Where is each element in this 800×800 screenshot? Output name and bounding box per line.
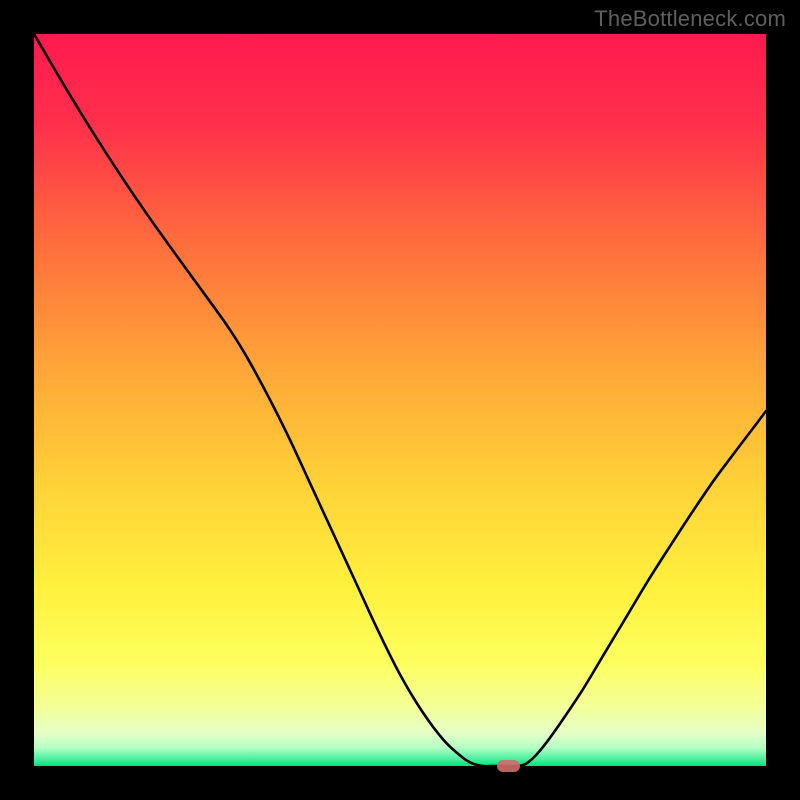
gradient-background xyxy=(34,34,766,766)
optimal-marker xyxy=(497,760,520,772)
chart-container: TheBottleneck.com xyxy=(0,0,800,800)
chart-svg xyxy=(34,34,766,766)
watermark-text: TheBottleneck.com xyxy=(594,6,786,32)
plot-area xyxy=(34,34,766,766)
